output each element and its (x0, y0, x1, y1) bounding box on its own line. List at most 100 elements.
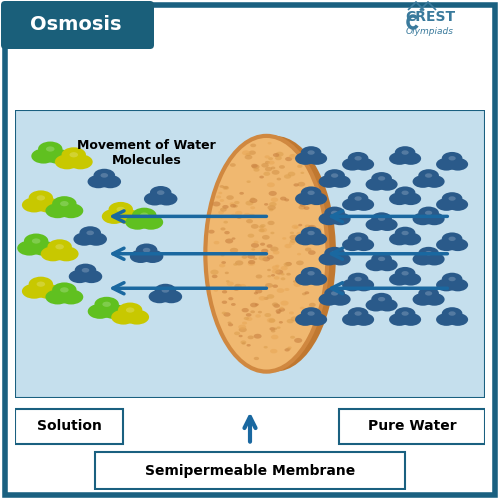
Circle shape (234, 287, 239, 291)
Circle shape (442, 152, 462, 164)
Circle shape (315, 228, 320, 232)
Circle shape (80, 270, 102, 283)
Circle shape (412, 175, 434, 188)
Circle shape (310, 268, 319, 272)
Circle shape (290, 235, 298, 240)
Circle shape (246, 200, 254, 205)
Circle shape (144, 192, 166, 205)
Circle shape (276, 326, 280, 329)
Circle shape (303, 240, 310, 244)
Circle shape (246, 153, 251, 156)
Circle shape (400, 152, 421, 165)
Circle shape (264, 156, 270, 158)
Circle shape (225, 238, 233, 244)
Circle shape (59, 290, 84, 304)
Circle shape (148, 290, 171, 304)
Circle shape (268, 142, 272, 144)
Circle shape (279, 165, 285, 168)
Circle shape (126, 215, 150, 230)
Circle shape (226, 195, 234, 200)
Circle shape (301, 146, 322, 159)
Circle shape (74, 232, 95, 246)
Circle shape (372, 252, 392, 265)
Circle shape (118, 302, 142, 318)
Circle shape (248, 260, 256, 264)
Circle shape (230, 163, 236, 167)
Circle shape (372, 172, 392, 184)
Circle shape (238, 334, 242, 338)
Text: Olympiads: Olympiads (406, 28, 454, 36)
Circle shape (436, 238, 457, 251)
Circle shape (436, 313, 457, 326)
Circle shape (250, 198, 258, 203)
Circle shape (306, 273, 327, 285)
Circle shape (366, 218, 386, 231)
Circle shape (268, 157, 273, 160)
Circle shape (366, 299, 386, 312)
Circle shape (377, 218, 398, 231)
Circle shape (377, 299, 398, 312)
Circle shape (266, 244, 272, 248)
Circle shape (314, 238, 319, 242)
Circle shape (448, 313, 468, 326)
Circle shape (308, 306, 312, 308)
Circle shape (354, 313, 374, 326)
Circle shape (248, 336, 254, 340)
Circle shape (226, 280, 230, 282)
Circle shape (307, 230, 315, 234)
Circle shape (276, 264, 280, 267)
Circle shape (228, 323, 233, 326)
Circle shape (86, 232, 107, 246)
Circle shape (288, 346, 292, 349)
Circle shape (239, 284, 246, 288)
Circle shape (354, 198, 374, 211)
Circle shape (46, 146, 54, 152)
Circle shape (242, 150, 250, 156)
Circle shape (250, 302, 258, 308)
Circle shape (224, 272, 229, 274)
Circle shape (318, 293, 340, 306)
Circle shape (402, 231, 408, 235)
Circle shape (306, 192, 327, 205)
Circle shape (224, 220, 228, 224)
Circle shape (348, 272, 368, 285)
Circle shape (250, 144, 256, 147)
Circle shape (354, 158, 374, 170)
Circle shape (299, 240, 306, 244)
Circle shape (233, 263, 237, 266)
Circle shape (284, 174, 291, 178)
Circle shape (318, 175, 340, 188)
Circle shape (32, 238, 40, 244)
Circle shape (448, 312, 456, 316)
Circle shape (308, 190, 314, 195)
Circle shape (22, 284, 46, 298)
Circle shape (279, 321, 283, 324)
Circle shape (265, 161, 270, 164)
Circle shape (252, 248, 256, 250)
Circle shape (210, 270, 218, 274)
Circle shape (224, 288, 228, 290)
Circle shape (330, 212, 350, 225)
Circle shape (220, 254, 224, 256)
Circle shape (88, 304, 112, 319)
Circle shape (254, 357, 259, 360)
Circle shape (246, 313, 252, 316)
Ellipse shape (206, 136, 328, 372)
Circle shape (378, 216, 385, 221)
Circle shape (150, 186, 172, 199)
Circle shape (264, 203, 268, 205)
Circle shape (304, 206, 310, 210)
Circle shape (424, 253, 444, 266)
Circle shape (252, 164, 260, 169)
Circle shape (268, 205, 276, 210)
Circle shape (74, 264, 96, 277)
Circle shape (264, 297, 268, 300)
Circle shape (265, 283, 273, 288)
Circle shape (224, 312, 230, 316)
Circle shape (220, 185, 224, 188)
Circle shape (258, 256, 266, 260)
Circle shape (308, 271, 314, 276)
Circle shape (412, 212, 434, 225)
Circle shape (124, 310, 149, 324)
Circle shape (395, 267, 415, 280)
